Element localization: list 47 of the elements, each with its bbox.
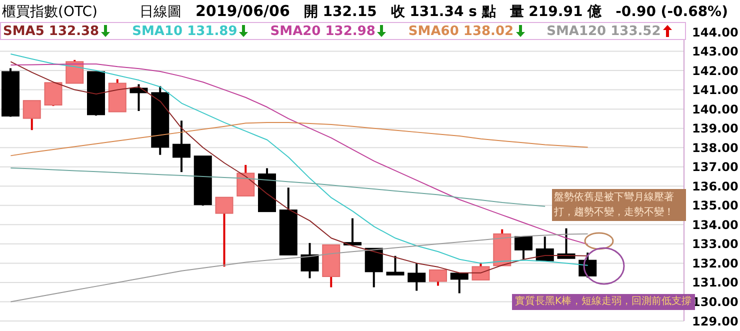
annotation: 實質長黑K棒，短線走弱，回測前低支撐: [515, 296, 692, 307]
y-tick-label: 131.00: [692, 276, 738, 290]
text: SMA120 133.52: [546, 24, 661, 38]
y-tick-label: 142.00: [692, 64, 738, 78]
y-tick-label: 135.00: [692, 198, 738, 213]
annotation: 盤勢依舊是被下彎月線壓著打，趨勢不變，走勢不變！: [552, 189, 686, 221]
y-tick-label: 141.00: [692, 83, 738, 98]
y-tick-label: 130.00: [692, 294, 738, 309]
chart-title: 櫃買指數(OTC): [2, 3, 98, 21]
y-tick-label: 138.00: [692, 140, 738, 155]
candlestick: [300, 242, 319, 280]
text: 開 132.15: [304, 3, 377, 21]
series-label: SMA5 132.38: [3, 24, 100, 38]
candlestick: [344, 217, 362, 246]
candlestick: [66, 58, 84, 84]
y-tick-label: 137.00: [692, 160, 738, 174]
candlestick: [364, 247, 383, 288]
y-tick-label: 132.00: [692, 256, 738, 270]
candlestick: [215, 196, 234, 268]
y-tick-label: 134.00: [692, 218, 738, 232]
y-tick-label: 133.00: [692, 237, 738, 252]
candlestick: [429, 268, 447, 287]
candlestick: [472, 262, 490, 281]
candlestick: [22, 100, 41, 132]
candlestick: [44, 82, 62, 107]
y-tick-label: 136.00: [692, 179, 738, 194]
y-tick-label: 140.00: [692, 102, 738, 116]
text: 收 131.34 s 點: [390, 3, 496, 21]
text: SMA20 132.98: [270, 24, 376, 38]
text: SMA60 138.02: [408, 24, 514, 38]
candlestick: [386, 254, 404, 276]
text: 量 219.91 億: [510, 3, 602, 21]
candlestick: [408, 262, 426, 292]
chart-subtitle: 日線圖: [139, 3, 182, 21]
y-tick-label: 139.00: [692, 122, 738, 136]
candlestick: [514, 236, 532, 260]
text: SMA10 131.89: [132, 24, 238, 38]
y-tick-label: 143.00: [692, 44, 738, 59]
line-series: [10, 168, 546, 207]
text: 2019/06/06: [195, 2, 290, 20]
candlestick: [172, 120, 190, 174]
line-series: [10, 122, 588, 156]
y-tick-label: 129.00: [692, 314, 738, 328]
text: -0.90 (-0.68%): [616, 4, 728, 20]
y-tick-label: 144.00: [692, 25, 738, 40]
candlestick: [450, 272, 468, 294]
candlestick: [236, 164, 255, 197]
